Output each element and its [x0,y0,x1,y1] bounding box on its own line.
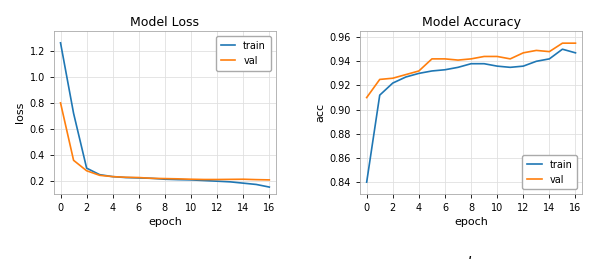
val [454,59,461,62]
val [442,57,449,60]
val [200,178,208,181]
val [572,42,579,45]
train [494,64,501,68]
val [402,73,409,76]
train [415,72,422,75]
val [70,159,77,162]
train [467,62,475,65]
train [239,182,247,185]
val [135,176,142,179]
val [533,49,540,52]
train [187,178,194,182]
val [175,177,182,181]
train [200,179,208,182]
val [546,50,553,53]
val [253,178,260,181]
train [559,48,566,51]
val [481,55,488,58]
train [122,176,130,179]
val [494,55,501,58]
Line: val: val [367,43,575,98]
X-axis label: epoch: epoch [454,218,488,227]
train [214,180,221,183]
val [520,51,527,54]
val [239,178,247,181]
Line: train: train [61,43,269,187]
X-axis label: epoch: epoch [148,218,182,227]
val [83,169,90,172]
Y-axis label: acc: acc [316,103,325,122]
Legend: train, val: train, val [522,155,577,189]
Legend: train, val: train, val [216,36,271,70]
val [187,178,194,181]
train [389,82,397,85]
train [376,93,383,97]
val [161,177,169,180]
train [161,178,169,181]
train [506,66,514,69]
Text: a: a [160,256,170,259]
train [520,64,527,68]
val [122,176,130,179]
train [546,57,553,60]
val [363,96,370,99]
train [454,66,461,69]
train [266,185,273,189]
train [148,177,155,180]
val [57,101,64,104]
val [376,78,383,81]
train [363,181,370,184]
train [57,41,64,44]
train [481,62,488,65]
val [96,174,103,177]
train [442,68,449,71]
val [389,77,397,80]
val [148,177,155,180]
train [402,75,409,78]
train [428,69,436,73]
train [135,176,142,179]
val [559,42,566,45]
Text: b: b [466,256,476,259]
val [227,178,234,181]
val [266,178,273,182]
Title: Model Loss: Model Loss [130,16,199,28]
Line: val: val [61,103,269,180]
train [109,175,116,178]
Line: train: train [367,49,575,182]
val [506,57,514,60]
train [175,178,182,181]
train [70,112,77,115]
train [227,180,234,183]
train [253,183,260,186]
Title: Model Accuracy: Model Accuracy [422,16,521,28]
val [467,57,475,60]
val [415,69,422,73]
val [428,57,436,60]
Y-axis label: loss: loss [16,102,25,123]
train [83,167,90,170]
train [572,51,579,54]
train [96,173,103,176]
val [109,175,116,178]
train [533,60,540,63]
val [214,178,221,181]
